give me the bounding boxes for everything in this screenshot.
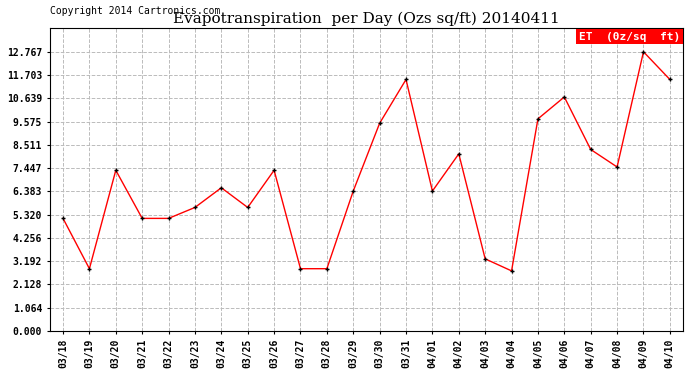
- Text: Copyright 2014 Cartronics.com: Copyright 2014 Cartronics.com: [50, 6, 220, 16]
- Text: ET  (0z/sq  ft): ET (0z/sq ft): [579, 32, 680, 42]
- Title: Evapotranspiration  per Day (Ozs sq/ft) 20140411: Evapotranspiration per Day (Ozs sq/ft) 2…: [173, 12, 560, 26]
